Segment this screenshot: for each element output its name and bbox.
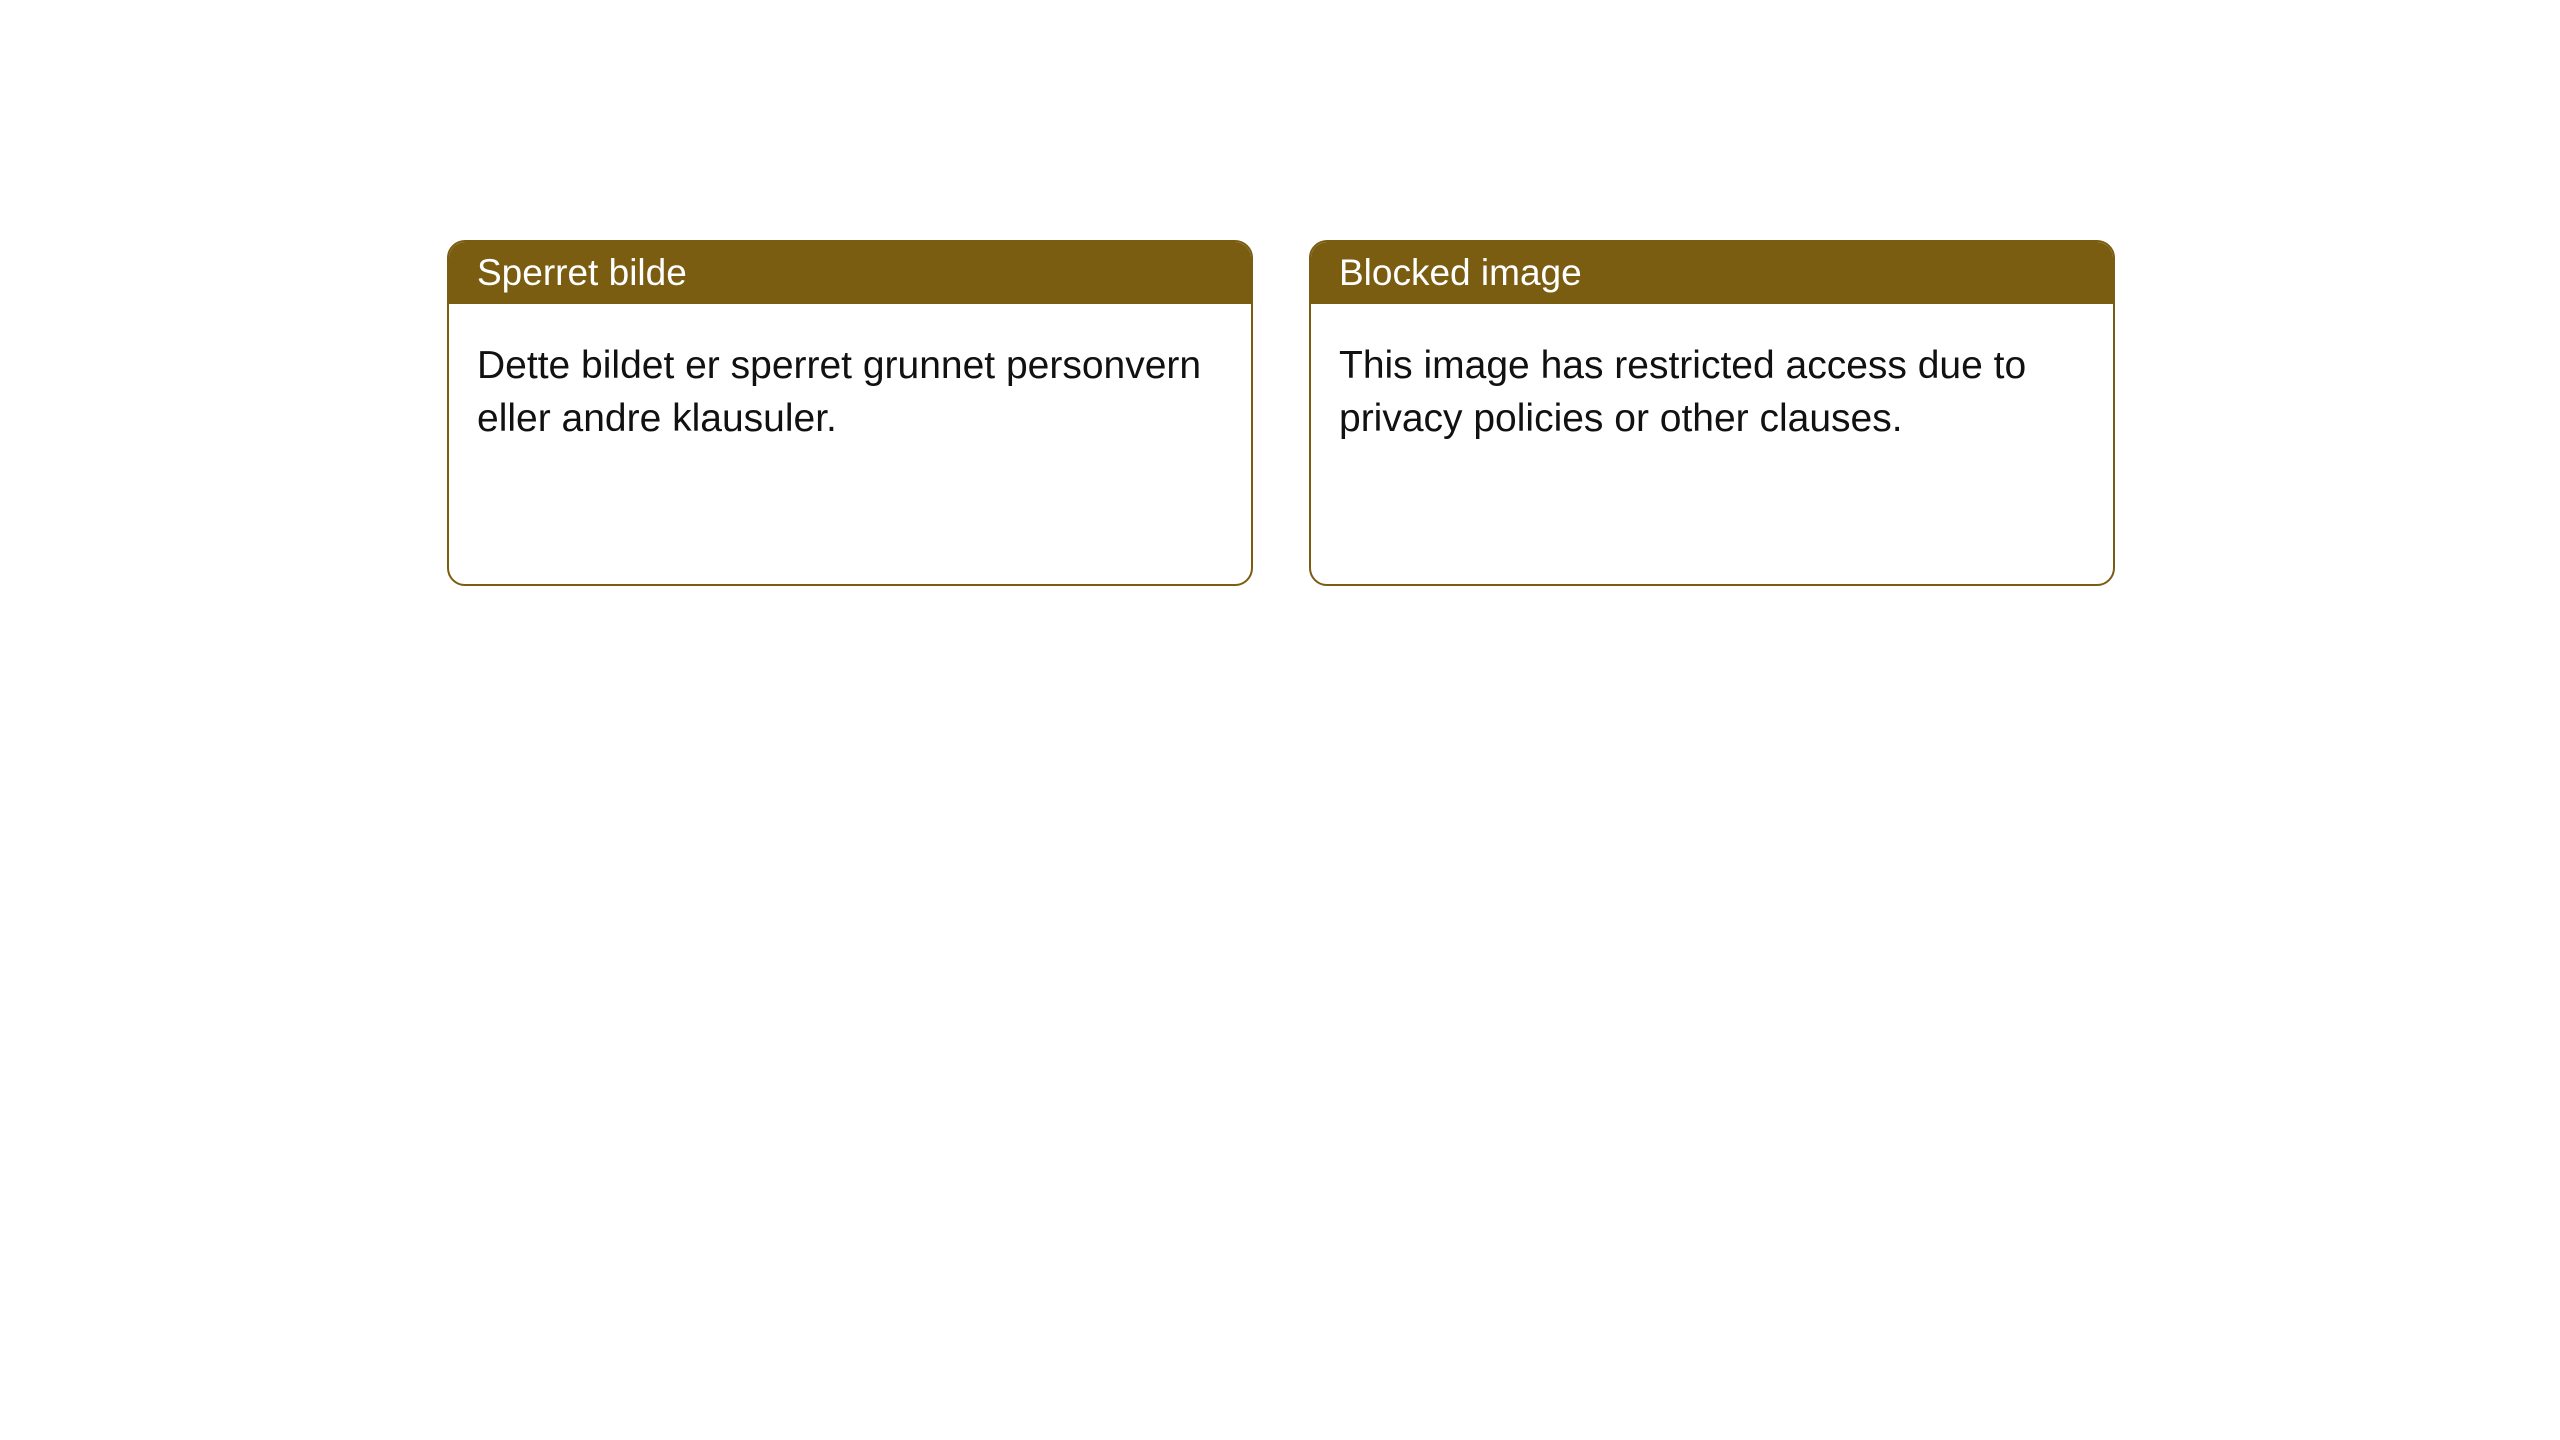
card-body-english: This image has restricted access due to …: [1311, 304, 2113, 584]
card-header-english: Blocked image: [1311, 242, 2113, 304]
card-title-norwegian: Sperret bilde: [477, 252, 687, 293]
card-body-norwegian: Dette bildet er sperret grunnet personve…: [449, 304, 1251, 584]
card-message-norwegian: Dette bildet er sperret grunnet personve…: [477, 340, 1223, 445]
card-message-english: This image has restricted access due to …: [1339, 340, 2085, 445]
card-header-norwegian: Sperret bilde: [449, 242, 1251, 304]
card-title-english: Blocked image: [1339, 252, 1582, 293]
blocked-image-card-norwegian: Sperret bilde Dette bildet er sperret gr…: [447, 240, 1253, 586]
blocked-image-cards: Sperret bilde Dette bildet er sperret gr…: [447, 240, 2115, 586]
blocked-image-card-english: Blocked image This image has restricted …: [1309, 240, 2115, 586]
